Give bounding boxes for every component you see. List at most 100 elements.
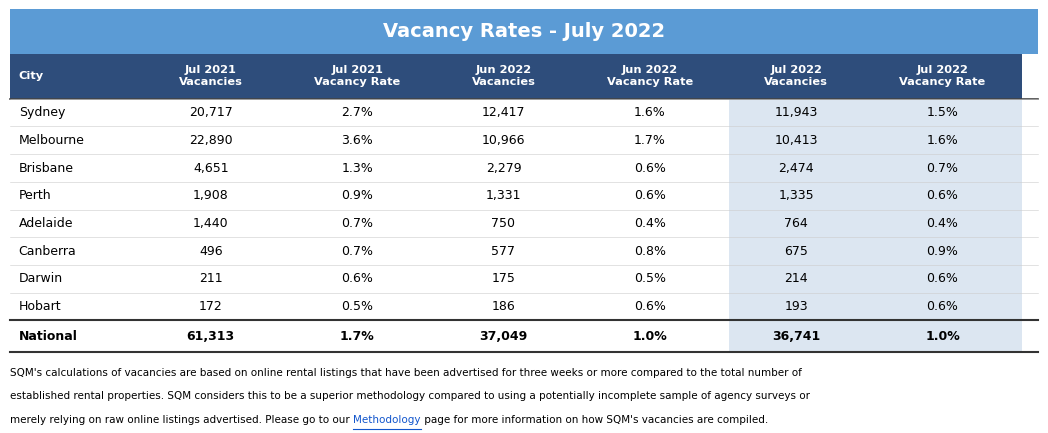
- Text: Sydney: Sydney: [19, 106, 65, 119]
- Text: 11,943: 11,943: [774, 106, 817, 119]
- Text: Jun 2022
Vacancy Rate: Jun 2022 Vacancy Rate: [607, 65, 693, 87]
- Text: 1.5%: 1.5%: [926, 106, 959, 119]
- Text: Perth: Perth: [19, 189, 51, 202]
- Text: 61,313: 61,313: [187, 330, 235, 343]
- Bar: [10, 126, 144, 154]
- Text: 20,717: 20,717: [189, 106, 233, 119]
- Text: 0.6%: 0.6%: [634, 300, 665, 313]
- Text: 1,331: 1,331: [485, 189, 521, 202]
- Text: 214: 214: [784, 272, 808, 285]
- Bar: [10, 9, 1038, 54]
- Text: 0.4%: 0.4%: [926, 217, 959, 230]
- Text: Jun 2022
Vacancies: Jun 2022 Vacancies: [472, 65, 536, 87]
- Bar: [437, 182, 570, 210]
- Bar: [10, 210, 144, 237]
- Bar: [437, 293, 570, 320]
- Bar: [10, 99, 144, 126]
- Bar: [437, 54, 570, 99]
- Text: 211: 211: [199, 272, 222, 285]
- Bar: [729, 237, 863, 265]
- Text: Jul 2022
Vacancies: Jul 2022 Vacancies: [764, 65, 828, 87]
- Text: 0.7%: 0.7%: [926, 162, 959, 174]
- Text: Jul 2021
Vacancies: Jul 2021 Vacancies: [179, 65, 243, 87]
- Bar: [278, 99, 437, 126]
- Text: 0.8%: 0.8%: [634, 245, 665, 258]
- Bar: [278, 54, 437, 99]
- Bar: [863, 293, 1022, 320]
- Text: 1,908: 1,908: [193, 189, 228, 202]
- Bar: [863, 99, 1022, 126]
- Text: established rental properties. SQM considers this to be a superior methodology c: established rental properties. SQM consi…: [10, 391, 810, 401]
- Bar: [437, 99, 570, 126]
- Bar: [863, 126, 1022, 154]
- Text: Vacancy Rates - July 2022: Vacancy Rates - July 2022: [383, 22, 665, 41]
- Text: 0.7%: 0.7%: [341, 217, 373, 230]
- Text: 10,413: 10,413: [774, 134, 817, 147]
- Bar: [10, 265, 144, 293]
- Bar: [278, 320, 437, 352]
- Bar: [729, 320, 863, 352]
- Text: 193: 193: [784, 300, 808, 313]
- Text: 1.6%: 1.6%: [926, 134, 958, 147]
- Bar: [729, 154, 863, 182]
- Text: National: National: [19, 330, 78, 343]
- Text: 0.6%: 0.6%: [926, 272, 959, 285]
- Bar: [144, 54, 278, 99]
- Text: Jul 2021
Vacancy Rate: Jul 2021 Vacancy Rate: [314, 65, 400, 87]
- Text: 0.6%: 0.6%: [342, 272, 373, 285]
- Bar: [144, 154, 278, 182]
- Text: 3.6%: 3.6%: [342, 134, 373, 147]
- Text: City: City: [19, 71, 44, 81]
- Bar: [570, 182, 729, 210]
- Text: 12,417: 12,417: [482, 106, 525, 119]
- Text: 2,279: 2,279: [485, 162, 521, 174]
- Bar: [570, 320, 729, 352]
- Text: 0.6%: 0.6%: [926, 300, 959, 313]
- Text: 1.7%: 1.7%: [340, 330, 374, 343]
- Text: 1.0%: 1.0%: [925, 330, 960, 343]
- Text: 2.7%: 2.7%: [342, 106, 373, 119]
- Bar: [144, 99, 278, 126]
- Bar: [729, 210, 863, 237]
- Text: 0.4%: 0.4%: [634, 217, 665, 230]
- Text: 0.6%: 0.6%: [634, 189, 665, 202]
- Text: Melbourne: Melbourne: [19, 134, 85, 147]
- Text: 4,651: 4,651: [193, 162, 228, 174]
- Bar: [278, 265, 437, 293]
- Bar: [278, 210, 437, 237]
- Bar: [729, 126, 863, 154]
- Bar: [570, 54, 729, 99]
- Text: 0.9%: 0.9%: [342, 189, 373, 202]
- Text: 0.7%: 0.7%: [341, 245, 373, 258]
- Bar: [729, 182, 863, 210]
- Bar: [144, 210, 278, 237]
- Bar: [729, 293, 863, 320]
- Bar: [437, 237, 570, 265]
- Text: 675: 675: [784, 245, 808, 258]
- Text: 0.5%: 0.5%: [634, 272, 665, 285]
- Bar: [278, 293, 437, 320]
- Bar: [278, 154, 437, 182]
- Bar: [144, 320, 278, 352]
- Bar: [570, 154, 729, 182]
- Text: 2,474: 2,474: [779, 162, 814, 174]
- Bar: [437, 265, 570, 293]
- Text: 1.0%: 1.0%: [632, 330, 668, 343]
- Bar: [570, 210, 729, 237]
- Bar: [144, 265, 278, 293]
- Bar: [729, 265, 863, 293]
- Text: Darwin: Darwin: [19, 272, 63, 285]
- Bar: [570, 265, 729, 293]
- Text: 1,335: 1,335: [779, 189, 814, 202]
- Bar: [863, 320, 1022, 352]
- Bar: [863, 265, 1022, 293]
- Text: 1,440: 1,440: [193, 217, 228, 230]
- Text: 1.3%: 1.3%: [342, 162, 373, 174]
- Bar: [144, 237, 278, 265]
- Text: 10,966: 10,966: [482, 134, 525, 147]
- Bar: [570, 237, 729, 265]
- Text: 175: 175: [492, 272, 516, 285]
- Text: 577: 577: [492, 245, 516, 258]
- Text: 172: 172: [199, 300, 222, 313]
- Text: 764: 764: [784, 217, 808, 230]
